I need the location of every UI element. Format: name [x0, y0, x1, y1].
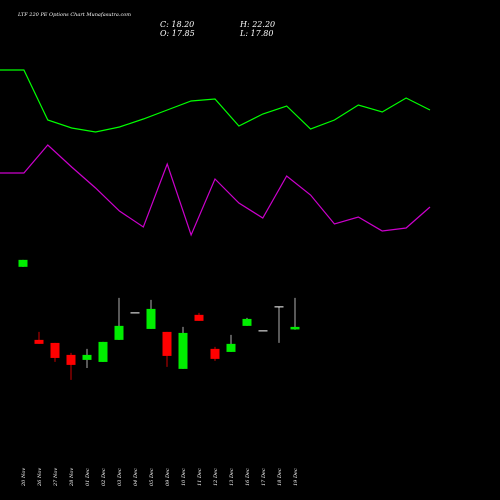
x-tick-label: 04 Dec [133, 468, 139, 486]
candle-body [18, 259, 28, 267]
close-label: C: 18.20 [160, 20, 194, 29]
candle-body [226, 343, 236, 352]
chart-title: LTF 220 PE Options Chart Munafasutra.com [17, 12, 131, 18]
candle-body [66, 354, 76, 365]
candle-body [82, 354, 92, 360]
candle-body [162, 331, 172, 356]
x-tick-label: 03 Dec [117, 468, 123, 486]
x-tick-label: 02 Dec [101, 468, 107, 486]
candle-body [194, 314, 204, 321]
x-tick-label: 01 Dec [85, 468, 91, 486]
candle-body [98, 341, 108, 362]
x-tick-label: 20 Nov [21, 468, 27, 487]
indicator-line [0, 144, 431, 237]
low-label: L: 17.80 [239, 29, 273, 38]
x-tick-label: 11 Dec [197, 468, 203, 486]
x-tick-label: 27 Nov [53, 468, 59, 487]
candle-body [210, 348, 220, 359]
x-tick-label: 26 Nov [37, 468, 43, 487]
candle-body [258, 330, 268, 332]
high-label: H: 22.20 [239, 20, 275, 29]
x-tick-label: 18 Dec [277, 468, 283, 486]
x-tick-label: 09 Dec [165, 468, 171, 486]
candle-body [114, 325, 124, 340]
candle-body [274, 306, 284, 308]
x-tick-label: 10 Dec [181, 468, 187, 486]
candle-body [242, 318, 252, 326]
candle-body [34, 339, 44, 344]
candle-body [178, 332, 188, 369]
open-label: O: 17.85 [160, 29, 195, 38]
x-tick-label: 17 Dec [261, 468, 267, 486]
x-tick-label: 13 Dec [229, 468, 235, 486]
x-tick-label: 28 Nov [69, 468, 75, 487]
x-tick-label: 05 Dec [149, 468, 155, 486]
x-tick-label: 16 Dec [245, 468, 251, 486]
indicator-line [0, 69, 431, 133]
candle-body [50, 342, 60, 358]
candle-body [146, 308, 156, 329]
candle-body [130, 312, 140, 314]
x-tick-label: 12 Dec [213, 468, 219, 486]
candle-body [290, 326, 300, 330]
x-tick-label: 19 Dec [293, 468, 299, 486]
